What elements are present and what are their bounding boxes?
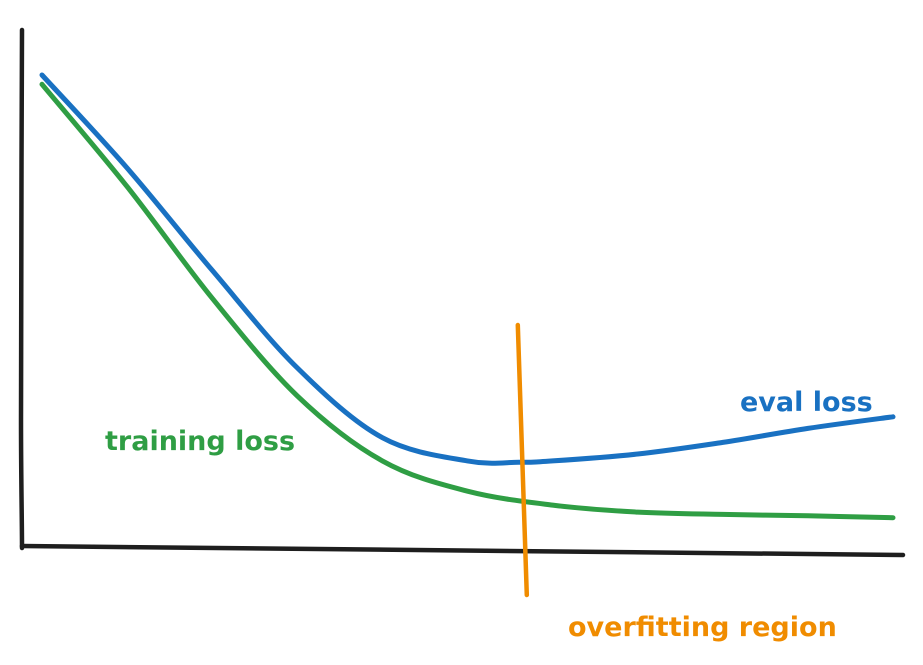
y-axis [18,27,25,551]
eval-loss-line [39,72,896,466]
annotation-layer [515,322,530,598]
overfitting-region-marker [515,322,530,598]
series-layer [39,72,896,521]
axes [18,27,906,558]
x-axis [19,543,906,558]
training-loss-label: training loss [105,426,295,457]
labels: eval loss training loss overfitting regi… [105,387,873,643]
overfitting-region-label: overfitting region [568,612,837,643]
training-loss-line [39,81,896,521]
eval-loss-label: eval loss [740,387,873,418]
